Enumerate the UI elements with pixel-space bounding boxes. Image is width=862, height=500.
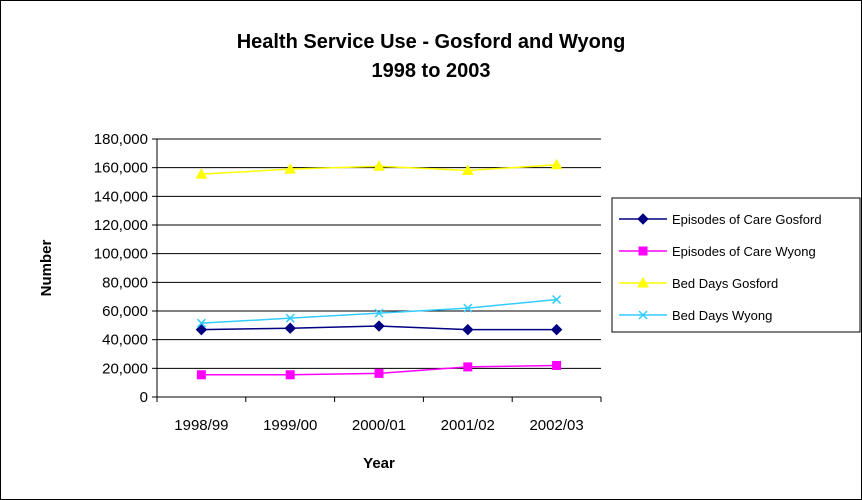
data-point	[637, 276, 649, 288]
data-point-stroke	[463, 303, 473, 313]
x-tick-labels: 1998/99 1999/00 2000/01 2001/02 2002/03	[174, 417, 583, 434]
legend: Episodes of Care Gosford Episodes of Care…	[611, 197, 861, 333]
data-point	[196, 370, 206, 380]
data-point	[284, 163, 297, 174]
data-point	[461, 164, 474, 176]
chart-title: Health Service Use - Gosford and Wyong 19…	[237, 31, 626, 82]
data-point-stroke	[285, 313, 295, 323]
legend-label: Bed Days Wyong	[672, 308, 772, 323]
y-tick-label: 180,000	[94, 131, 148, 148]
legend-item: Bed Days Gosford	[619, 276, 778, 291]
data-point	[637, 213, 649, 225]
chart-title-line: Health Service Use - Gosford and Wyong	[237, 31, 626, 53]
chart-title-line: 1998 to 2003	[372, 60, 491, 82]
y-tick-label: 140,000	[94, 188, 148, 205]
data-point	[550, 158, 563, 170]
y-tick-label: 100,000	[94, 246, 148, 263]
legend-label: Episodes of Care Gosford	[672, 212, 822, 227]
y-axis-title: Number	[38, 240, 55, 297]
data-point-stroke	[638, 310, 648, 320]
data-point	[463, 303, 473, 313]
data-point	[463, 362, 473, 372]
legend-item: Episodes of Care Wyong	[619, 244, 816, 259]
data-point-stroke	[552, 295, 562, 305]
data-point	[373, 160, 385, 171]
x-axis-title: Year	[363, 455, 395, 472]
data-point	[638, 246, 648, 256]
data-point	[285, 313, 295, 323]
legend-label: Episodes of Care Wyong	[672, 244, 816, 259]
y-tick-labels: 0 20,000 40,000 60,000 80,000 100,000 120,000 1…	[94, 131, 148, 406]
y-tick-label: 60,000	[102, 303, 148, 320]
legend-item: Episodes of Care Gosford	[619, 212, 822, 227]
y-tick-label: 20,000	[102, 360, 148, 377]
axes	[152, 138, 602, 402]
x-tick-label: 2000/01	[352, 417, 406, 434]
x-tick-label: 2002/03	[529, 417, 583, 434]
data-point	[374, 368, 384, 378]
x-tick-label: 1999/00	[263, 417, 317, 434]
data-point-stroke	[196, 318, 206, 328]
x-tick-label: 2001/02	[441, 417, 495, 434]
x-tick-label: 1998/99	[174, 417, 228, 434]
series-episodes-of-care-wyong	[196, 360, 562, 380]
legend-label: Bed Days Gosford	[672, 276, 778, 291]
data-point	[552, 360, 562, 370]
gridlines	[157, 138, 601, 369]
series-bed-days-wyong	[196, 295, 562, 328]
y-tick-label: 40,000	[102, 332, 148, 349]
data-point	[462, 323, 474, 336]
data-point-stroke	[374, 308, 384, 318]
data-point	[638, 310, 648, 320]
data-point	[373, 320, 385, 332]
series	[195, 158, 563, 380]
data-point	[196, 318, 206, 328]
series-episodes-of-care-gosford	[195, 320, 563, 336]
y-tick-label: 0	[140, 389, 148, 406]
data-point	[374, 308, 384, 318]
legend-box	[611, 197, 861, 333]
data-point	[284, 322, 296, 334]
y-tick-label: 120,000	[94, 217, 148, 234]
data-point	[285, 370, 295, 380]
legend-item: Bed Days Wyong	[619, 308, 772, 323]
data-point	[195, 323, 208, 336]
y-tick-label: 160,000	[94, 160, 148, 177]
series-bed-days-gosford	[195, 158, 563, 179]
data-point	[550, 323, 563, 336]
data-point	[195, 168, 208, 179]
y-tick-label: 80,000	[102, 274, 148, 291]
data-point	[552, 295, 562, 305]
